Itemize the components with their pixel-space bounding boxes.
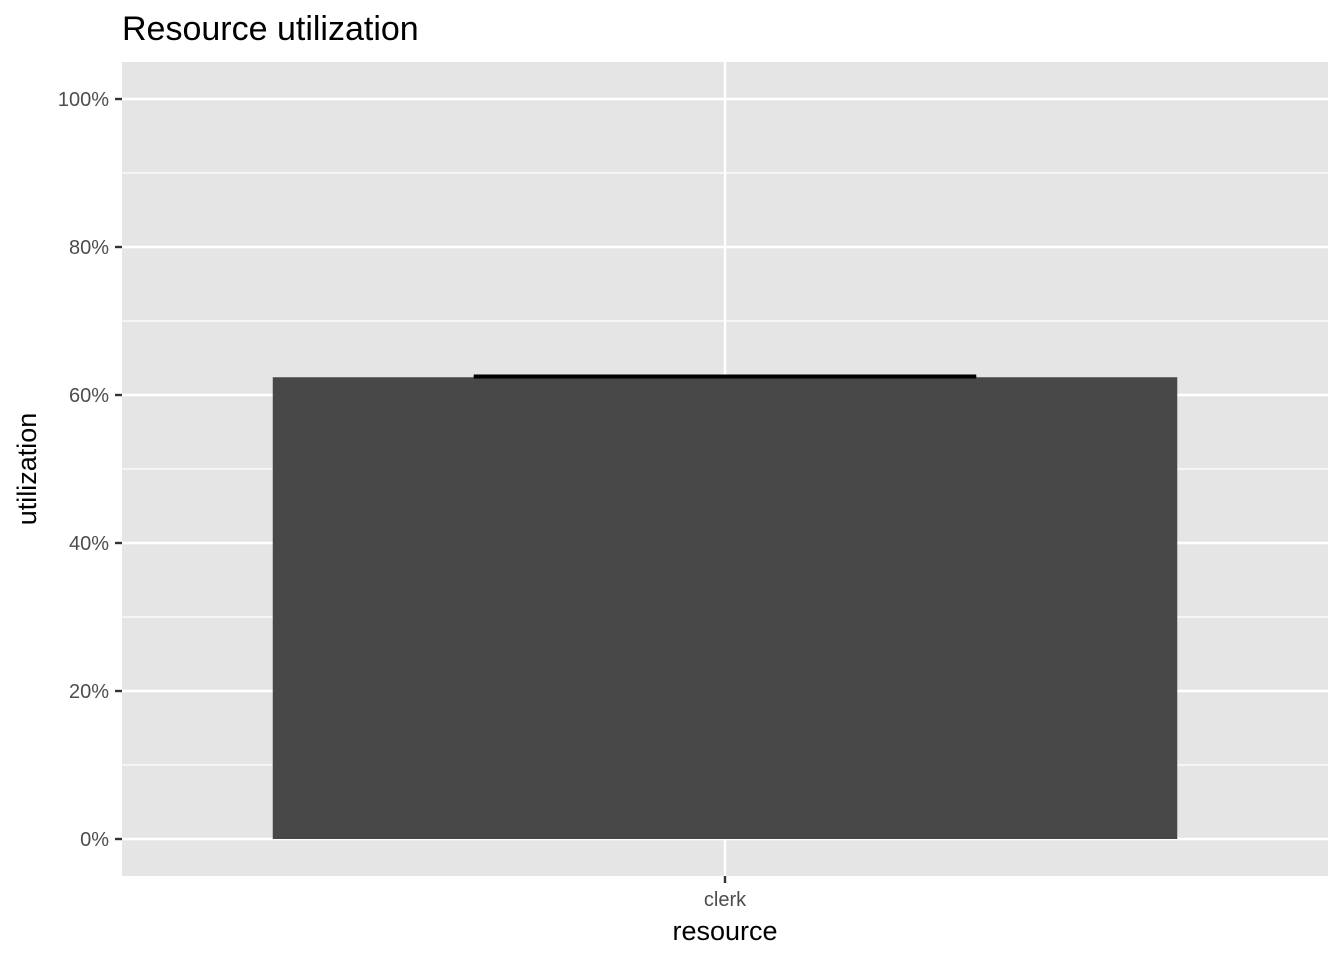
x-axis: clerk [704,876,747,911]
error-bar-clerk [473,374,977,379]
y-tick-label: 20% [69,681,109,703]
error-bars [473,374,977,379]
y-axis-title: utilization [12,413,42,526]
bar-clerk [272,377,1178,839]
x-axis-title: resource [672,916,777,946]
x-tick-label: clerk [704,889,747,911]
y-tick-label: 0% [80,829,109,851]
y-axis: 0% 20% 40% 60% 80% 100% [58,89,122,851]
y-tick-label: 40% [69,533,109,555]
y-tick-label: 60% [69,385,109,407]
bars [272,377,1178,839]
y-tick-label: 100% [58,89,109,111]
chart-title: Resource utilization [122,10,419,48]
y-tick-label: 80% [69,237,109,259]
